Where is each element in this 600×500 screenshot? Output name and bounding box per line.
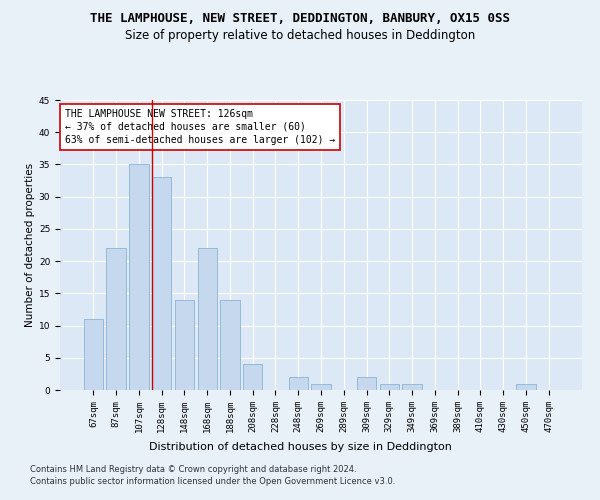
Y-axis label: Number of detached properties: Number of detached properties <box>25 163 35 327</box>
Text: Size of property relative to detached houses in Deddington: Size of property relative to detached ho… <box>125 29 475 42</box>
Bar <box>516 384 536 390</box>
Bar <box>197 248 217 390</box>
Text: THE LAMPHOUSE NEW STREET: 126sqm
← 37% of detached houses are smaller (60)
63% o: THE LAMPHOUSE NEW STREET: 126sqm ← 37% o… <box>65 108 335 145</box>
Bar <box>220 300 239 390</box>
Bar <box>106 248 126 390</box>
Bar <box>357 377 376 390</box>
Text: Contains HM Land Registry data © Crown copyright and database right 2024.: Contains HM Land Registry data © Crown c… <box>30 466 356 474</box>
Bar <box>380 384 399 390</box>
Bar <box>311 384 331 390</box>
Bar <box>129 164 149 390</box>
Text: THE LAMPHOUSE, NEW STREET, DEDDINGTON, BANBURY, OX15 0SS: THE LAMPHOUSE, NEW STREET, DEDDINGTON, B… <box>90 12 510 26</box>
Text: Contains public sector information licensed under the Open Government Licence v3: Contains public sector information licen… <box>30 476 395 486</box>
Text: Distribution of detached houses by size in Deddington: Distribution of detached houses by size … <box>149 442 451 452</box>
Bar <box>84 319 103 390</box>
Bar <box>403 384 422 390</box>
Bar <box>289 377 308 390</box>
Bar <box>175 300 194 390</box>
Bar <box>243 364 262 390</box>
Bar <box>152 178 172 390</box>
